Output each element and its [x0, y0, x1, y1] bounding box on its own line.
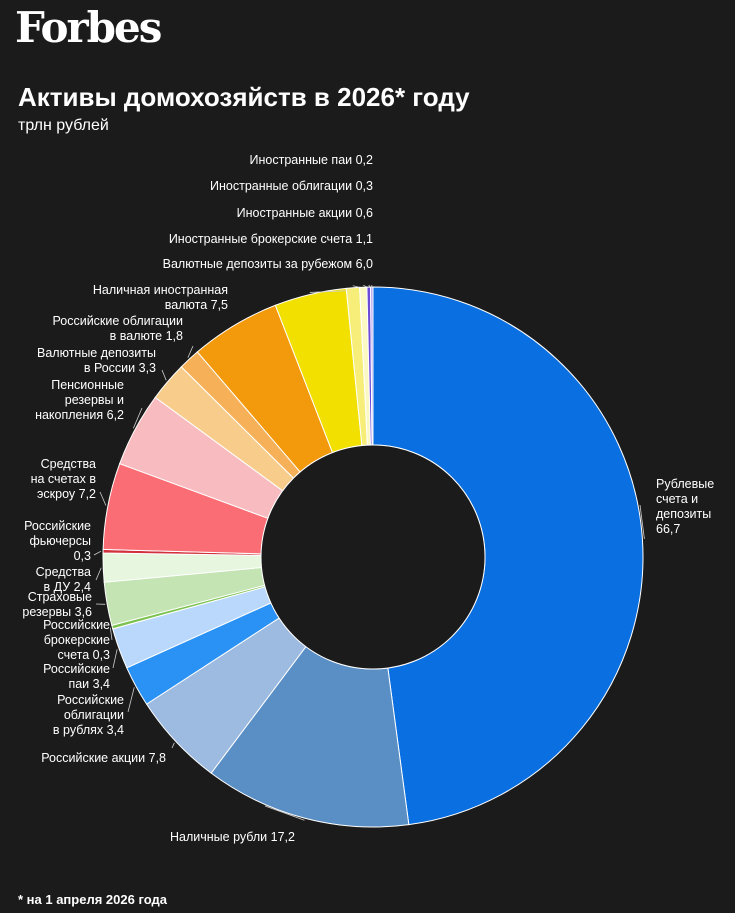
leader-line [109, 627, 113, 641]
slice-label-line: паи 3,4 [68, 677, 110, 691]
slice-label-line: Иностранные паи 0,2 [250, 153, 374, 167]
slice-label: Российские брокерские счета 0,3 [43, 618, 110, 662]
slice-label-line: Средства [36, 565, 91, 579]
slice-label-line: Рублевые [656, 477, 714, 491]
slice-label-line: Иностранные акции 0,6 [237, 206, 373, 220]
slice-label-line: Иностранные брокерские счета 1,1 [169, 232, 373, 246]
slice-label-line: Наличная иностранная [93, 283, 228, 297]
slice-label: Иностранные облигации 0,3 [210, 179, 373, 193]
slice-label-line: Страховые [28, 590, 92, 604]
slice-label-line: на счетах в [31, 472, 97, 486]
slice-label-line: брокерские [44, 633, 110, 647]
slice-label-line: Валютные депозиты [37, 346, 156, 360]
slice-label-line: облигации [64, 708, 124, 722]
leader-line [171, 742, 175, 749]
slice-label-line: Российские [24, 519, 91, 533]
slice-label-line: Российские [57, 693, 124, 707]
leader-line [264, 805, 305, 821]
slice-label-line: Валютные депозиты за рубежом 6,0 [163, 257, 373, 271]
slice-label: Российские облигации в рублях 3,4 [53, 693, 124, 737]
brand-logo: Forbes [15, 3, 162, 52]
slice-label-line: депозиты [656, 507, 711, 521]
slice-label-line: в валюте 1,8 [110, 329, 183, 343]
slice-label-line: Средства [41, 457, 96, 471]
slice-label-line: резервы 3,6 [22, 605, 92, 619]
slice-label: Средства на счетах в эскроу 7,2 [31, 457, 97, 501]
leader-line [95, 567, 102, 581]
slice-label: Иностранные паи 0,2 [250, 153, 374, 167]
slice-label: Наличная иностранная валюта 7,5 [93, 283, 228, 312]
leader-line [639, 504, 645, 539]
slice-label-line: Российские облигации [52, 314, 183, 328]
slice-label-line: Российские акции 7,8 [41, 751, 166, 765]
slice-label: Иностранные брокерские счета 1,1 [169, 232, 373, 246]
leader-line [99, 491, 107, 506]
slice-label-line: в России 3,3 [84, 361, 156, 375]
leader-line [127, 687, 135, 713]
slice-label: Страховые резервы 3,6 [22, 590, 92, 619]
slice-label-line: резервы и [65, 393, 124, 407]
leader-line [93, 550, 102, 556]
slice-label: Пенсионные резервы и накопления 6,2 [35, 378, 124, 422]
slice-label: Валютные депозиты в России 3,3 [37, 346, 156, 375]
slice-label: Российские фьючерсы 0,3 [24, 519, 91, 563]
donut-hole [260, 444, 486, 670]
footnote: * на 1 апреля 2026 года [18, 892, 167, 907]
chart-title: Активы домохозяйств в 2026* году [18, 82, 470, 112]
slice-label-line: фьючерсы [29, 534, 91, 548]
slice-label-line: Российские [43, 618, 110, 632]
slice-label-line: эскроу 7,2 [37, 487, 96, 501]
leader-line [132, 407, 143, 429]
slice-label-line: счета 0,3 [57, 648, 110, 662]
leader-line [161, 369, 167, 381]
slice-label-line: 0,3 [74, 549, 91, 563]
slice-label-line: 66,7 [656, 522, 680, 536]
slice-label-line: счета и [656, 492, 698, 506]
chart-subtitle: трлн рублей [18, 117, 109, 134]
slice-label: Российские паи 3,4 [43, 662, 110, 691]
slice-label: Российские акции 7,8 [41, 751, 166, 765]
slice-label-line: в рублях 3,4 [53, 723, 124, 737]
slice-label-line: в ДУ 2,4 [43, 580, 91, 594]
slice-label: Средства в ДУ 2,4 [36, 565, 91, 594]
leader-line [187, 345, 194, 358]
slice-label: Иностранные акции 0,6 [237, 206, 373, 220]
slice-label-line: накопления 6,2 [35, 408, 124, 422]
slice-label: Рублевые счета и депозиты 66,7 [656, 477, 714, 536]
slice-label-line: Иностранные облигации 0,3 [210, 179, 373, 193]
leader-line [112, 649, 118, 669]
slice-label: Российские облигации в валюте 1,8 [52, 314, 183, 343]
slice-label-line: Пенсионные [51, 378, 124, 392]
slice-label: Наличные рубли 17,2 [170, 830, 295, 844]
slice-label-line: Наличные рубли 17,2 [170, 830, 295, 844]
slice-label: Валютные депозиты за рубежом 6,0 [163, 257, 373, 271]
slice-label-line: Российские [43, 662, 110, 676]
slice-label-line: валюта 7,5 [165, 298, 228, 312]
